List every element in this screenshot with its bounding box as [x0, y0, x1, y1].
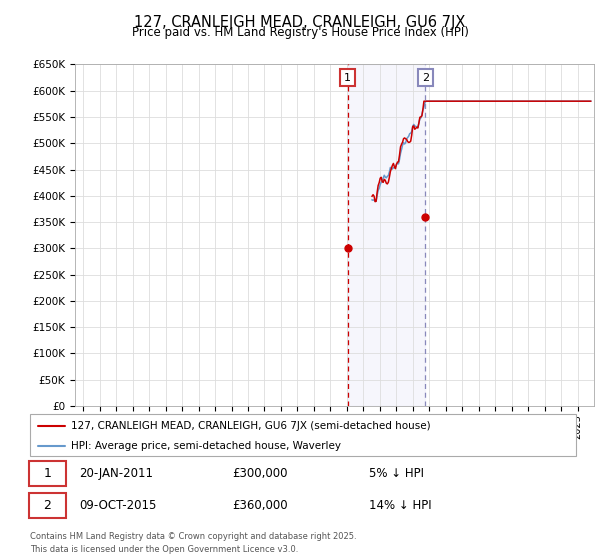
Bar [347, 64, 425, 406]
Text: £300,000: £300,000 [232, 467, 287, 480]
FancyBboxPatch shape [29, 461, 66, 486]
Text: 127, CRANLEIGH MEAD, CRANLEIGH, GU6 7JX: 127, CRANLEIGH MEAD, CRANLEIGH, GU6 7JX [134, 15, 466, 30]
Text: £360,000: £360,000 [232, 499, 287, 512]
Text: 127, CRANLEIGH MEAD, CRANLEIGH, GU6 7JX (semi-detached house): 127, CRANLEIGH MEAD, CRANLEIGH, GU6 7JX … [71, 421, 431, 431]
Text: 1: 1 [344, 73, 351, 82]
Text: Price paid vs. HM Land Registry's House Price Index (HPI): Price paid vs. HM Land Registry's House … [131, 26, 469, 39]
Text: 20-JAN-2011: 20-JAN-2011 [79, 467, 153, 480]
Text: 2: 2 [44, 499, 52, 512]
Text: HPI: Average price, semi-detached house, Waverley: HPI: Average price, semi-detached house,… [71, 441, 341, 451]
Text: 2: 2 [422, 73, 429, 82]
FancyBboxPatch shape [30, 414, 576, 456]
Text: 09-OCT-2015: 09-OCT-2015 [79, 499, 157, 512]
Text: 5% ↓ HPI: 5% ↓ HPI [368, 467, 424, 480]
FancyBboxPatch shape [29, 493, 66, 518]
Text: Contains HM Land Registry data © Crown copyright and database right 2025.
This d: Contains HM Land Registry data © Crown c… [30, 533, 356, 554]
Text: 14% ↓ HPI: 14% ↓ HPI [368, 499, 431, 512]
Text: 1: 1 [44, 467, 52, 480]
